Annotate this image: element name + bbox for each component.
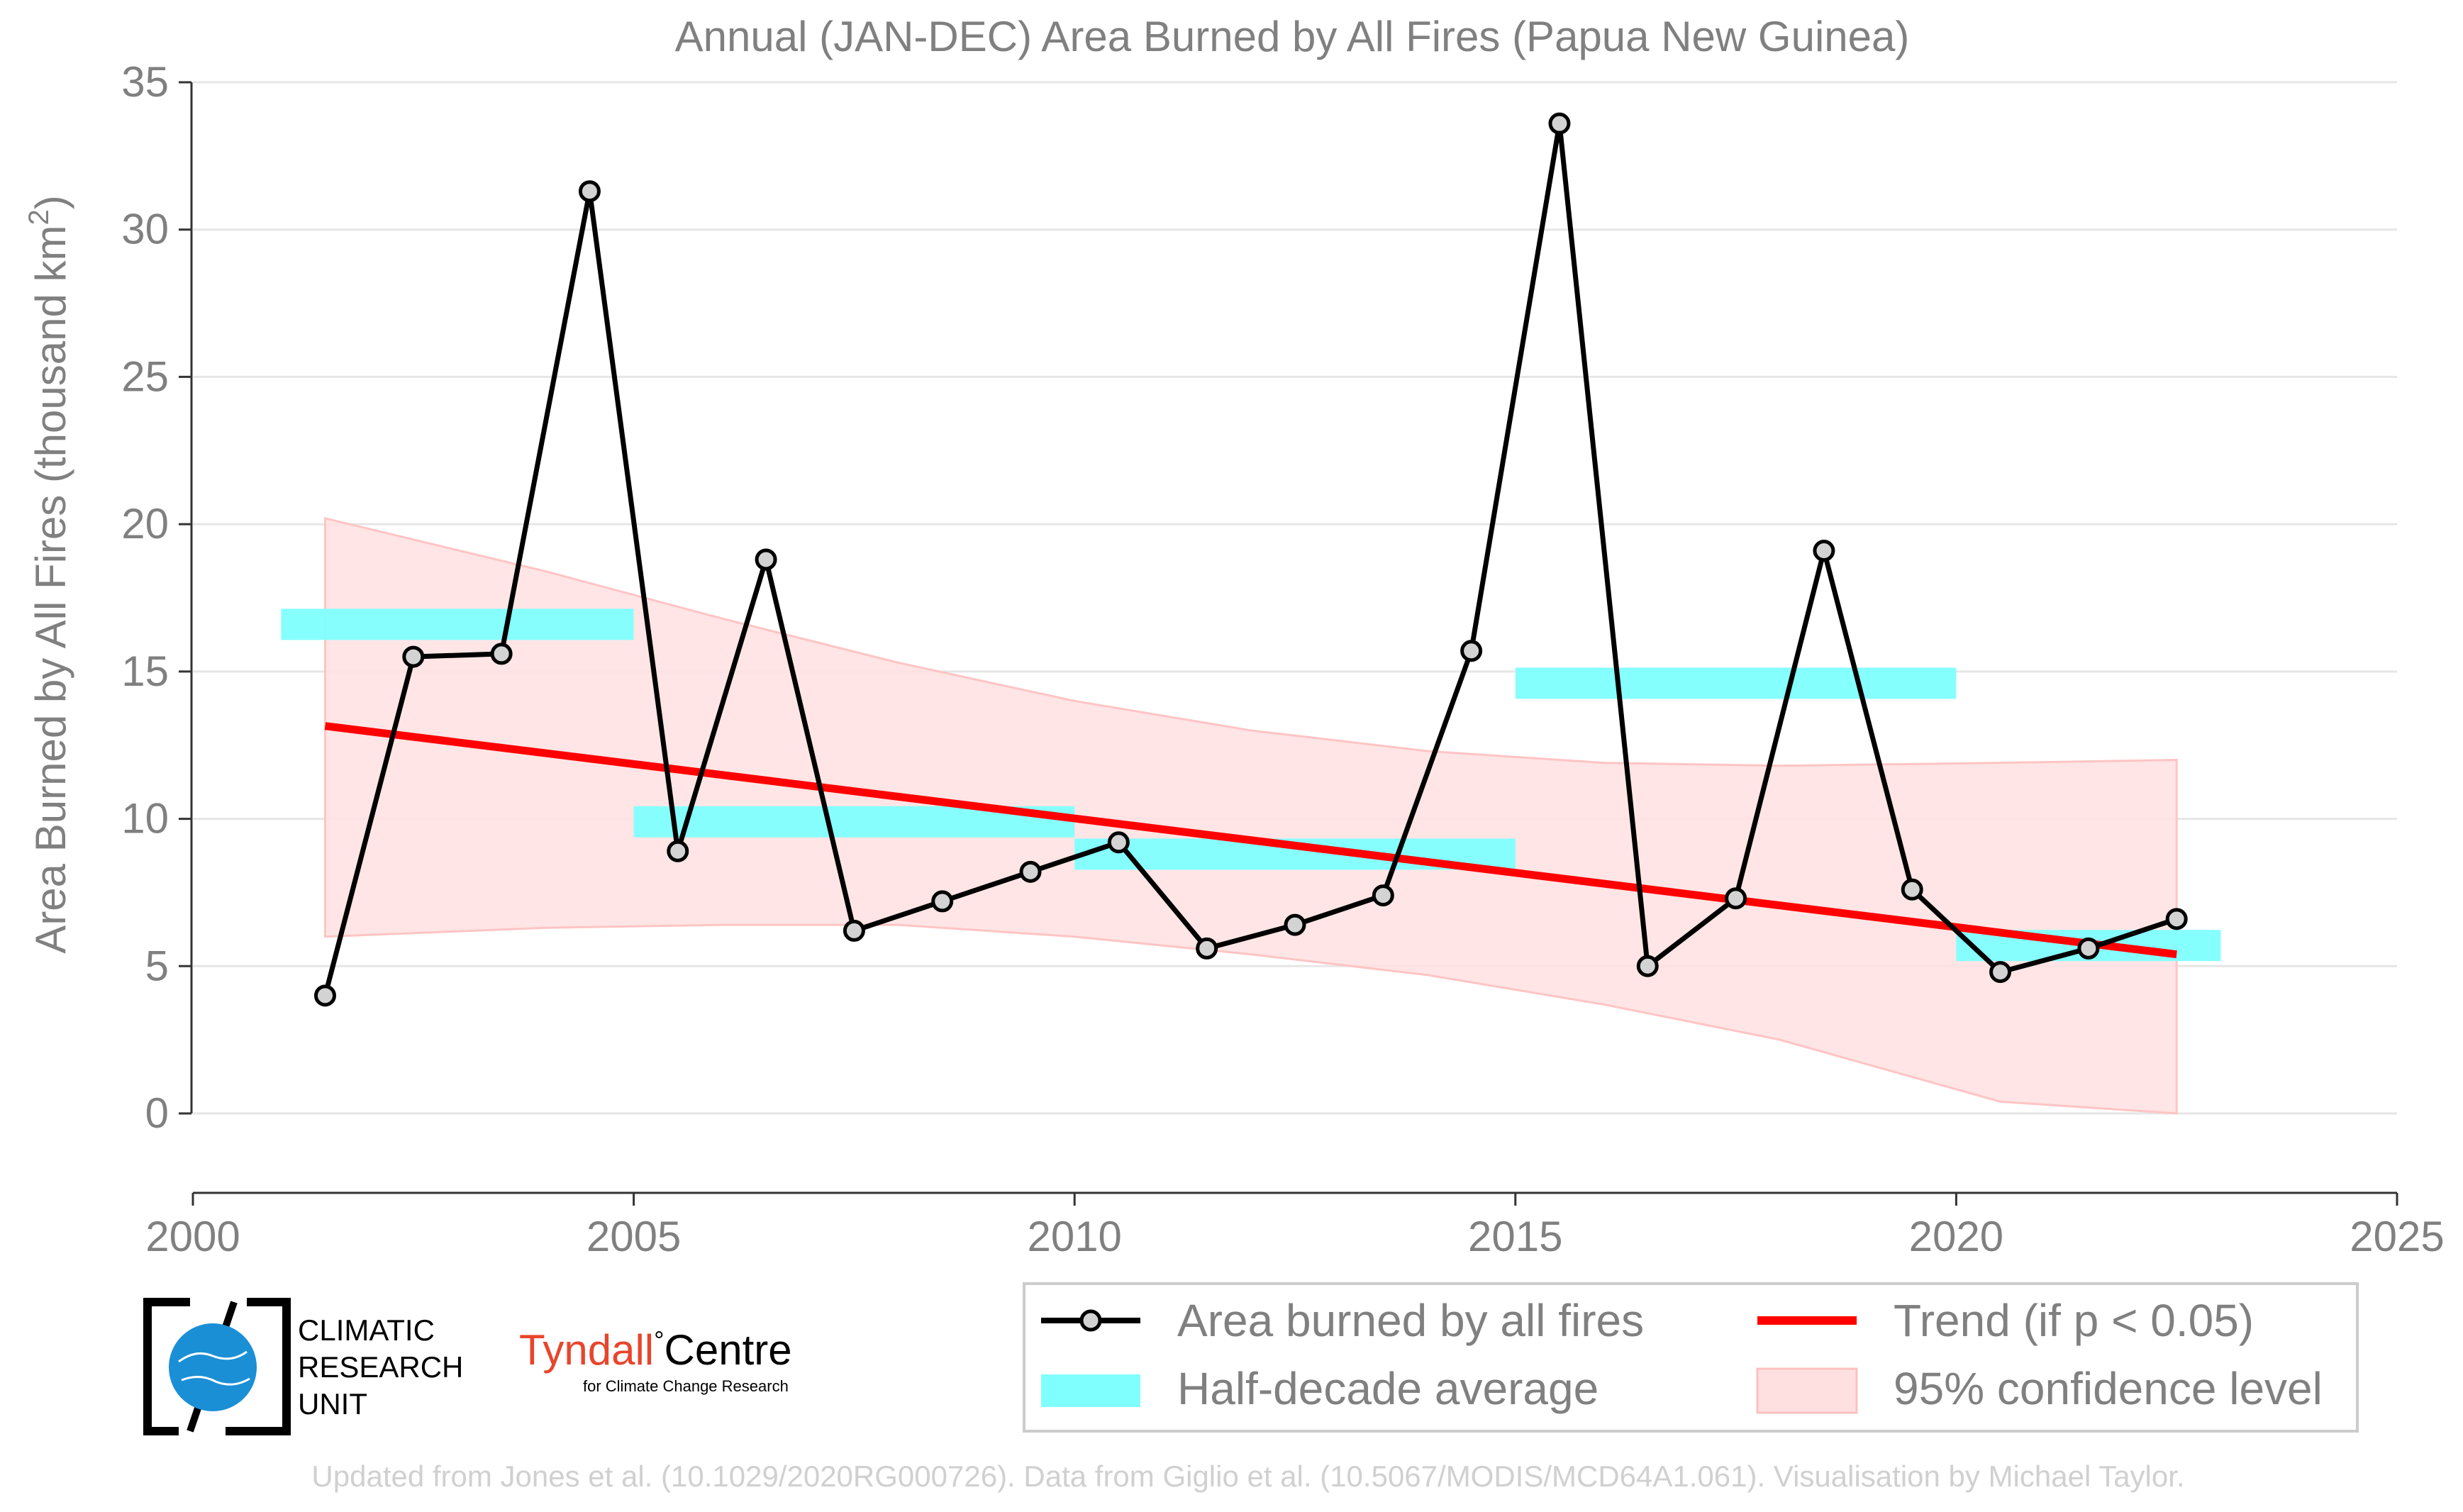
- y-tick-label: 15: [121, 647, 169, 695]
- area-burned-layer: [313, 112, 2188, 1007]
- legend-label-half-decade: Half-decade average: [1177, 1363, 1599, 1414]
- legend-label-trend: Trend (if p < 0.05): [1894, 1295, 2254, 1346]
- data-point: [1725, 887, 1747, 910]
- y-axis: 0 5 10 15 20 25 30 35: [121, 58, 193, 1137]
- cru-logo: CLIMATIC RESEARCH UNIT: [143, 1298, 463, 1435]
- data-point: [313, 984, 336, 1007]
- y-tick-label: 20: [121, 500, 169, 547]
- data-point: [1813, 540, 1835, 562]
- x-tick-label: 2010: [1027, 1213, 1121, 1260]
- y-tick-label: 10: [121, 795, 169, 843]
- cru-logo-line-2: RESEARCH: [298, 1350, 463, 1384]
- legend-label-area-burned: Area burned by all fires: [1177, 1295, 1644, 1346]
- x-axis: 2000 2005 2010 2015 2020 2025: [145, 1191, 2445, 1260]
- y-tick-label: 25: [121, 352, 169, 400]
- y-axis-label-close: ): [27, 195, 74, 209]
- confidence-band-layer: [323, 516, 2178, 1115]
- data-point: [1284, 913, 1306, 936]
- legend-marker-area-burned: [1079, 1309, 1102, 1332]
- globe-icon-land: [178, 1350, 250, 1386]
- data-point: [402, 645, 425, 668]
- legend-frame: [1023, 1282, 2359, 1433]
- chart-title: Annual (JAN-DEC) Area Burned by All Fire…: [675, 13, 1910, 60]
- data-point: [755, 548, 777, 571]
- cru-logo-line-1: CLIMATIC: [298, 1313, 435, 1347]
- data-point: [1636, 955, 1659, 977]
- globe-icon: [169, 1323, 257, 1411]
- tyndall-logo-degree: °: [654, 1325, 664, 1355]
- data-point: [1019, 860, 1042, 883]
- data-point: [1196, 937, 1218, 960]
- data-point: [2165, 908, 2188, 930]
- data-point: [578, 180, 601, 203]
- y-axis-label: Area Burned by All Fires (thousand km2): [23, 195, 74, 953]
- data-point: [1901, 878, 1923, 901]
- y-axis-label-text: Area Burned by All Fires (thousand km: [27, 226, 74, 954]
- legend-swatch-confidence: [1756, 1367, 1858, 1414]
- data-point: [2077, 937, 2100, 960]
- x-tick-label: 2005: [586, 1213, 681, 1260]
- data-point: [843, 919, 865, 942]
- y-tick-label: 0: [145, 1089, 169, 1137]
- y-tick-label: 30: [121, 206, 169, 253]
- data-point: [1460, 640, 1483, 662]
- y-axis-label-superscript: 2: [23, 209, 55, 225]
- legend-swatch-half-decade: [1041, 1374, 1140, 1407]
- x-tick-label: 2025: [2350, 1213, 2444, 1260]
- half-decade-bar: [1515, 667, 1957, 699]
- legend: Area burned by all fires Trend (if p < 0…: [1023, 1282, 2359, 1433]
- tyndall-logo-name: Tyndall: [519, 1326, 654, 1374]
- footer-credit: Updated from Jones et al. (10.1029/2020R…: [311, 1460, 2184, 1493]
- trend-layer: [324, 722, 2177, 959]
- trend-line: [324, 722, 2177, 959]
- half-decade-bar: [281, 608, 634, 640]
- tyndall-logo-centre: Centre: [665, 1326, 792, 1374]
- data-point: [1107, 831, 1130, 854]
- x-tick-label: 2000: [145, 1213, 240, 1260]
- data-point: [490, 643, 513, 665]
- data-point: [1989, 961, 2012, 984]
- x-tick-label: 2020: [1909, 1213, 2003, 1260]
- data-point: [1548, 112, 1571, 135]
- cru-logo-line-3: UNIT: [298, 1387, 367, 1421]
- data-point: [931, 890, 954, 913]
- tyndall-logo: Tyndall°Centre for Climate Change Resear…: [519, 1325, 792, 1395]
- confidence-band: [323, 516, 2178, 1115]
- data-point: [1372, 884, 1394, 907]
- legend-label-confidence: 95% confidence level: [1894, 1363, 2323, 1414]
- cru-logo-frame: [143, 1298, 291, 1435]
- tyndall-logo-subtitle: for Climate Change Research: [583, 1377, 789, 1395]
- tyndall-logo-wordmark: Tyndall°Centre: [519, 1325, 792, 1374]
- half-decade-layer: [281, 608, 2221, 962]
- area-burned-line: [323, 123, 2178, 996]
- x-tick-label: 2015: [1468, 1213, 1562, 1260]
- y-tick-label: 5: [145, 942, 169, 989]
- data-point: [667, 840, 689, 862]
- y-tick-label: 35: [121, 58, 169, 106]
